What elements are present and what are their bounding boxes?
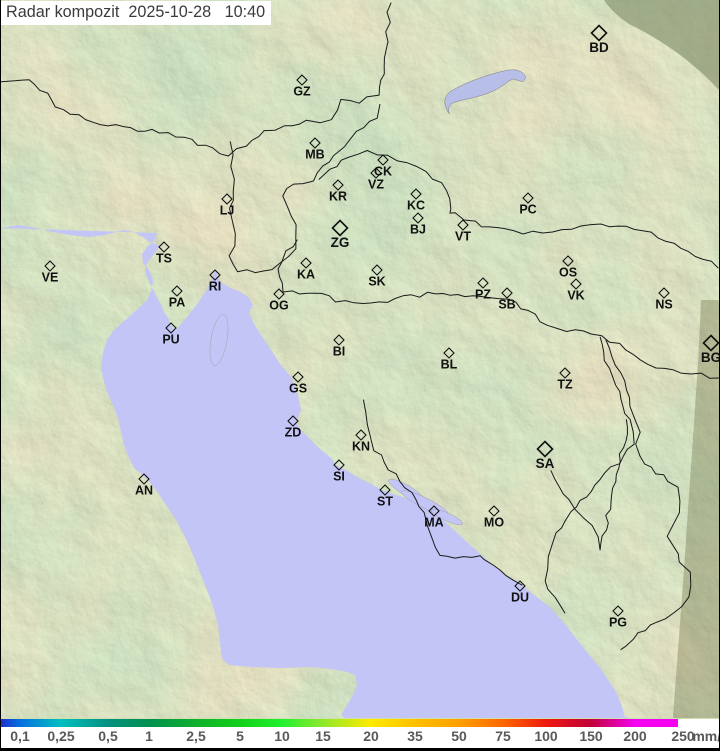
svg-text:BI: BI: [333, 345, 346, 359]
svg-text:PU: PU: [162, 333, 179, 347]
svg-text:KR: KR: [329, 190, 347, 204]
svg-text:VT: VT: [455, 230, 471, 244]
svg-text:BD: BD: [589, 40, 609, 55]
svg-text:MB: MB: [305, 148, 324, 162]
svg-text:VK: VK: [567, 289, 584, 303]
svg-text:PG: PG: [609, 616, 627, 630]
svg-text:ZG: ZG: [331, 235, 350, 250]
svg-text:MA: MA: [424, 516, 443, 530]
svg-text:ST: ST: [377, 495, 393, 509]
svg-text:CK: CK: [374, 165, 392, 179]
svg-text:GZ: GZ: [293, 85, 311, 99]
svg-text:MO: MO: [484, 516, 504, 530]
svg-text:OS: OS: [559, 266, 577, 280]
svg-text:OG: OG: [269, 299, 288, 313]
svg-text:SA: SA: [536, 456, 555, 471]
svg-text:SB: SB: [498, 298, 515, 312]
svg-text:NS: NS: [655, 298, 672, 312]
svg-text:PA: PA: [169, 296, 185, 310]
svg-text:GS: GS: [289, 382, 307, 396]
svg-text:BG: BG: [701, 350, 719, 365]
svg-text:KC: KC: [407, 199, 425, 213]
svg-text:TS: TS: [156, 252, 172, 266]
svg-text:VZ: VZ: [368, 178, 384, 192]
svg-text:VE: VE: [42, 271, 59, 285]
svg-text:KA: KA: [297, 268, 315, 282]
svg-text:KN: KN: [352, 440, 370, 454]
svg-text:PC: PC: [519, 203, 536, 217]
svg-text:PZ: PZ: [475, 288, 491, 302]
svg-text:BL: BL: [441, 358, 458, 372]
svg-text:DU: DU: [511, 591, 529, 605]
svg-text:SK: SK: [368, 275, 385, 289]
svg-text:LJ: LJ: [220, 204, 235, 218]
svg-text:ZD: ZD: [285, 426, 302, 440]
svg-text:AN: AN: [135, 484, 153, 498]
svg-text:RI: RI: [209, 280, 222, 294]
svg-text:TZ: TZ: [557, 378, 573, 392]
svg-text:BJ: BJ: [410, 223, 426, 237]
svg-text:SI: SI: [333, 470, 345, 484]
